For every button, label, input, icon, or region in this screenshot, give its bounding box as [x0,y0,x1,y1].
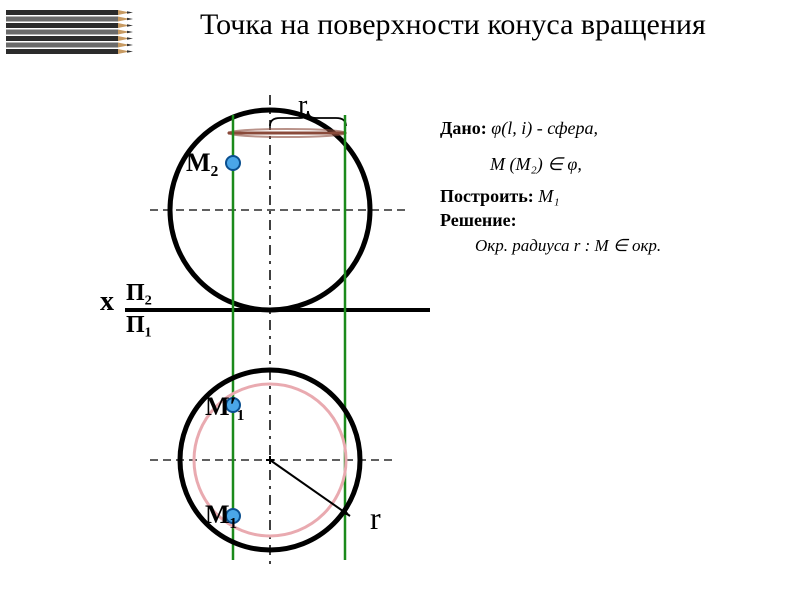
point-m2-label: M₂ [186,148,218,178]
plane-p2-label: П₂ [126,280,152,307]
plane-p1-label: П₁ [126,312,152,339]
axis-x-label: x [100,286,114,318]
r-top-label: r [298,90,307,122]
r-bot-label: r [370,500,381,537]
point-m1p-label: M′₁ [205,392,245,422]
point-m1-label: M₁ [205,500,237,530]
geometry-diagram [0,0,800,600]
